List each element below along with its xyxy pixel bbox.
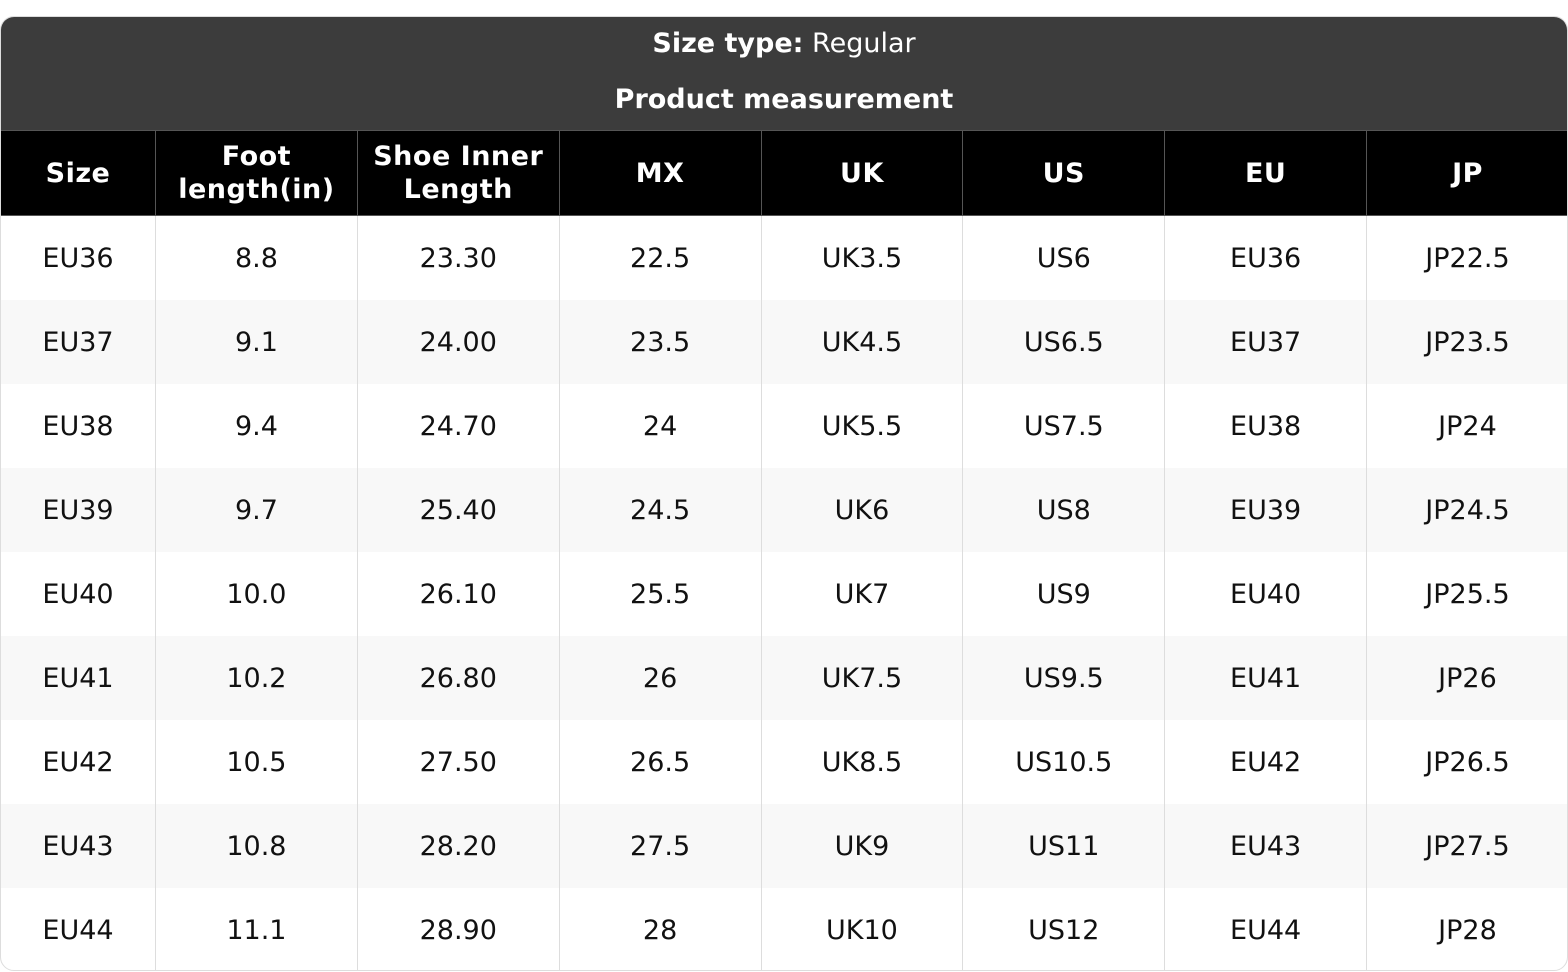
table-cell: US12: [962, 888, 1166, 970]
table-cell: JP28: [1366, 888, 1567, 970]
table-cell: EU38: [1, 384, 156, 468]
table-cell: 24.5: [558, 468, 762, 552]
table-cell: 27.50: [356, 720, 560, 804]
column-header: JP: [1366, 130, 1567, 216]
column-header: Size: [1, 130, 156, 216]
table-cell: EU41: [1164, 636, 1368, 720]
table-cell: US10.5: [962, 720, 1166, 804]
table-cell: 28: [558, 888, 762, 970]
table-row: EU41 10.2 26.80 26 UK7.5 US9.5 EU41 JP26: [1, 636, 1567, 720]
table-cell: JP25.5: [1366, 552, 1567, 636]
table-cell: JP26: [1366, 636, 1567, 720]
size-type: Size type: Regular: [1, 27, 1567, 61]
column-header: MX: [558, 130, 762, 216]
table-cell: UK6: [760, 468, 964, 552]
table-cell: 26.10: [356, 552, 560, 636]
table-row: EU43 10.8 28.20 27.5 UK9 US11 EU43 JP27.5: [1, 804, 1567, 888]
table-cell: 24.00: [356, 300, 560, 384]
column-header: Foot length(in): [155, 130, 358, 216]
table-cell: UK4.5: [760, 300, 964, 384]
table-cell: JP24.5: [1366, 468, 1567, 552]
chart-header: Size type: Regular Product measurement: [1, 17, 1567, 130]
column-header: UK: [760, 130, 964, 216]
table-cell: 10.5: [155, 720, 358, 804]
table-cell: 9.4: [155, 384, 358, 468]
table-cell: JP26.5: [1366, 720, 1567, 804]
table-cell: EU37: [1, 300, 156, 384]
table-cell: 27.5: [558, 804, 762, 888]
table-cell: JP24: [1366, 384, 1567, 468]
table-cell: UK3.5: [760, 215, 964, 300]
table-cell: EU44: [1164, 888, 1368, 970]
table-cell: EU37: [1164, 300, 1368, 384]
table-cell: US6: [962, 215, 1166, 300]
table-cell: UK8.5: [760, 720, 964, 804]
table-row: EU37 9.1 24.00 23.5 UK4.5 US6.5 EU37 JP23.5: [1, 300, 1567, 384]
column-header: EU: [1164, 130, 1368, 216]
table-cell: 24: [558, 384, 762, 468]
size-table: Size Foot length(in) Shoe Inner Length MX UK…: [1, 130, 1567, 970]
table-cell: EU44: [1, 888, 156, 970]
table-cell: 8.8: [155, 215, 358, 300]
table-cell: UK9: [760, 804, 964, 888]
table-cell: US7.5: [962, 384, 1166, 468]
table-row: EU42 10.5 27.50 26.5 UK8.5 US10.5 EU42 JP26.5: [1, 720, 1567, 804]
table-cell: 11.1: [155, 888, 358, 970]
table-cell: US9: [962, 552, 1166, 636]
table-cell: 24.70: [356, 384, 560, 468]
column-header: US: [962, 130, 1166, 216]
table-row: EU36 8.8 23.30 22.5 UK3.5 US6 EU36 JP22.5: [1, 215, 1567, 300]
table-cell: EU39: [1, 468, 156, 552]
table-cell: 10.8: [155, 804, 358, 888]
table-cell: 22.5: [558, 215, 762, 300]
table-cell: 26.80: [356, 636, 560, 720]
table-cell: EU43: [1, 804, 156, 888]
table-cell: 9.1: [155, 300, 358, 384]
size-type-label: Size type:: [652, 28, 804, 59]
table-cell: 9.7: [155, 468, 358, 552]
table-cell: 25.5: [558, 552, 762, 636]
table-row: EU40 10.0 26.10 25.5 UK7 US9 EU40 JP25.5: [1, 552, 1567, 636]
header-row: Size Foot length(in) Shoe Inner Length MX UK…: [1, 130, 1567, 216]
table-cell: UK10: [760, 888, 964, 970]
table-cell: EU42: [1, 720, 156, 804]
table-row: EU38 9.4 24.70 24 UK5.5 US7.5 EU38 JP24: [1, 384, 1567, 468]
table-cell: UK7: [760, 552, 964, 636]
table-row: EU44 11.1 28.90 28 UK10 US12 EU44 JP28: [1, 888, 1567, 970]
column-header: Shoe Inner Length: [356, 130, 560, 216]
table-cell: 23.30: [356, 215, 560, 300]
table-cell: 28.90: [356, 888, 560, 970]
table-cell: 28.20: [356, 804, 560, 888]
table-cell: 10.2: [155, 636, 358, 720]
table-cell: EU43: [1164, 804, 1368, 888]
table-cell: EU38: [1164, 384, 1368, 468]
table-cell: 26.5: [558, 720, 762, 804]
table-cell: US8: [962, 468, 1166, 552]
table-cell: EU41: [1, 636, 156, 720]
table-cell: EU39: [1164, 468, 1368, 552]
table-cell: 10.0: [155, 552, 358, 636]
table-cell: EU40: [1164, 552, 1368, 636]
table-cell: US11: [962, 804, 1166, 888]
table-cell: US6.5: [962, 300, 1166, 384]
table-cell: JP23.5: [1366, 300, 1567, 384]
size-type-value: Regular: [812, 28, 916, 59]
table-cell: UK5.5: [760, 384, 964, 468]
table-cell: EU42: [1164, 720, 1368, 804]
table-cell: JP22.5: [1366, 215, 1567, 300]
size-chart: Size type: Regular Product measurement S…: [0, 16, 1568, 971]
table-cell: 23.5: [558, 300, 762, 384]
table-cell: EU36: [1164, 215, 1368, 300]
table-cell: EU36: [1, 215, 156, 300]
table-title: Product measurement: [614, 84, 954, 115]
table-cell: 25.40: [356, 468, 560, 552]
table-cell: UK7.5: [760, 636, 964, 720]
table-row: EU39 9.7 25.40 24.5 UK6 US8 EU39 JP24.5: [1, 468, 1567, 552]
table-cell: JP27.5: [1366, 804, 1567, 888]
table-cell: US9.5: [962, 636, 1166, 720]
table-cell: 26: [558, 636, 762, 720]
table-cell: EU40: [1, 552, 156, 636]
